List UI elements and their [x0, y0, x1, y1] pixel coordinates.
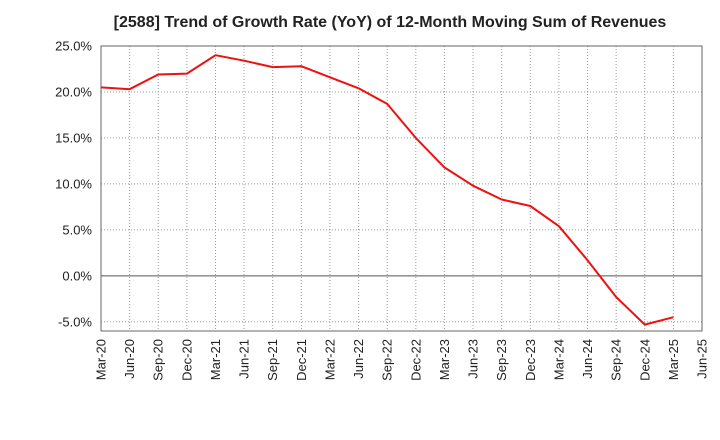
plot-frame [100, 45, 703, 332]
x-tick-label: Mar-25 [666, 339, 681, 380]
y-tick-label: 0.0% [62, 268, 92, 283]
y-tick-label: 15.0% [55, 130, 92, 145]
x-tick-label: Sep-24 [609, 339, 624, 381]
x-tick-label: Mar-23 [437, 339, 452, 380]
y-tick-label: -5.0% [58, 314, 92, 329]
y-tick-label: 25.0% [55, 39, 92, 54]
x-tick-label: Dec-22 [408, 339, 423, 381]
x-tick-label: Dec-21 [294, 339, 309, 381]
y-tick-label: 5.0% [62, 222, 92, 237]
x-tick-label: Dec-20 [179, 339, 194, 381]
x-tick-label: Sep-22 [380, 339, 395, 381]
x-tick-label: Jun-25 [695, 339, 710, 379]
x-tick-label: Jun-22 [351, 339, 366, 379]
x-tick-label: Mar-24 [551, 339, 566, 380]
x-tick-label: Sep-23 [494, 339, 509, 381]
x-tick-label: Jun-20 [122, 339, 137, 379]
x-tick-label: Dec-23 [523, 339, 538, 381]
x-tick-label: Sep-20 [151, 339, 166, 381]
x-tick-label: Jun-21 [237, 339, 252, 379]
x-tick-label: Mar-22 [322, 339, 337, 380]
chart-title: [2588] Trend of Growth Rate (YoY) of 12-… [113, 14, 667, 31]
y-tick-label: 20.0% [55, 84, 92, 99]
x-tick-label: Sep-21 [265, 339, 280, 381]
x-tick-label: Mar-20 [94, 339, 109, 380]
y-tick-label: 10.0% [55, 176, 92, 191]
x-tick-label: Jun-24 [580, 339, 595, 379]
x-tick-label: Jun-23 [466, 339, 481, 379]
series-line [100, 54, 674, 326]
x-tick-label: Mar-21 [208, 339, 223, 380]
x-tick-label: Dec-24 [637, 339, 652, 381]
plot-area [101, 46, 702, 331]
